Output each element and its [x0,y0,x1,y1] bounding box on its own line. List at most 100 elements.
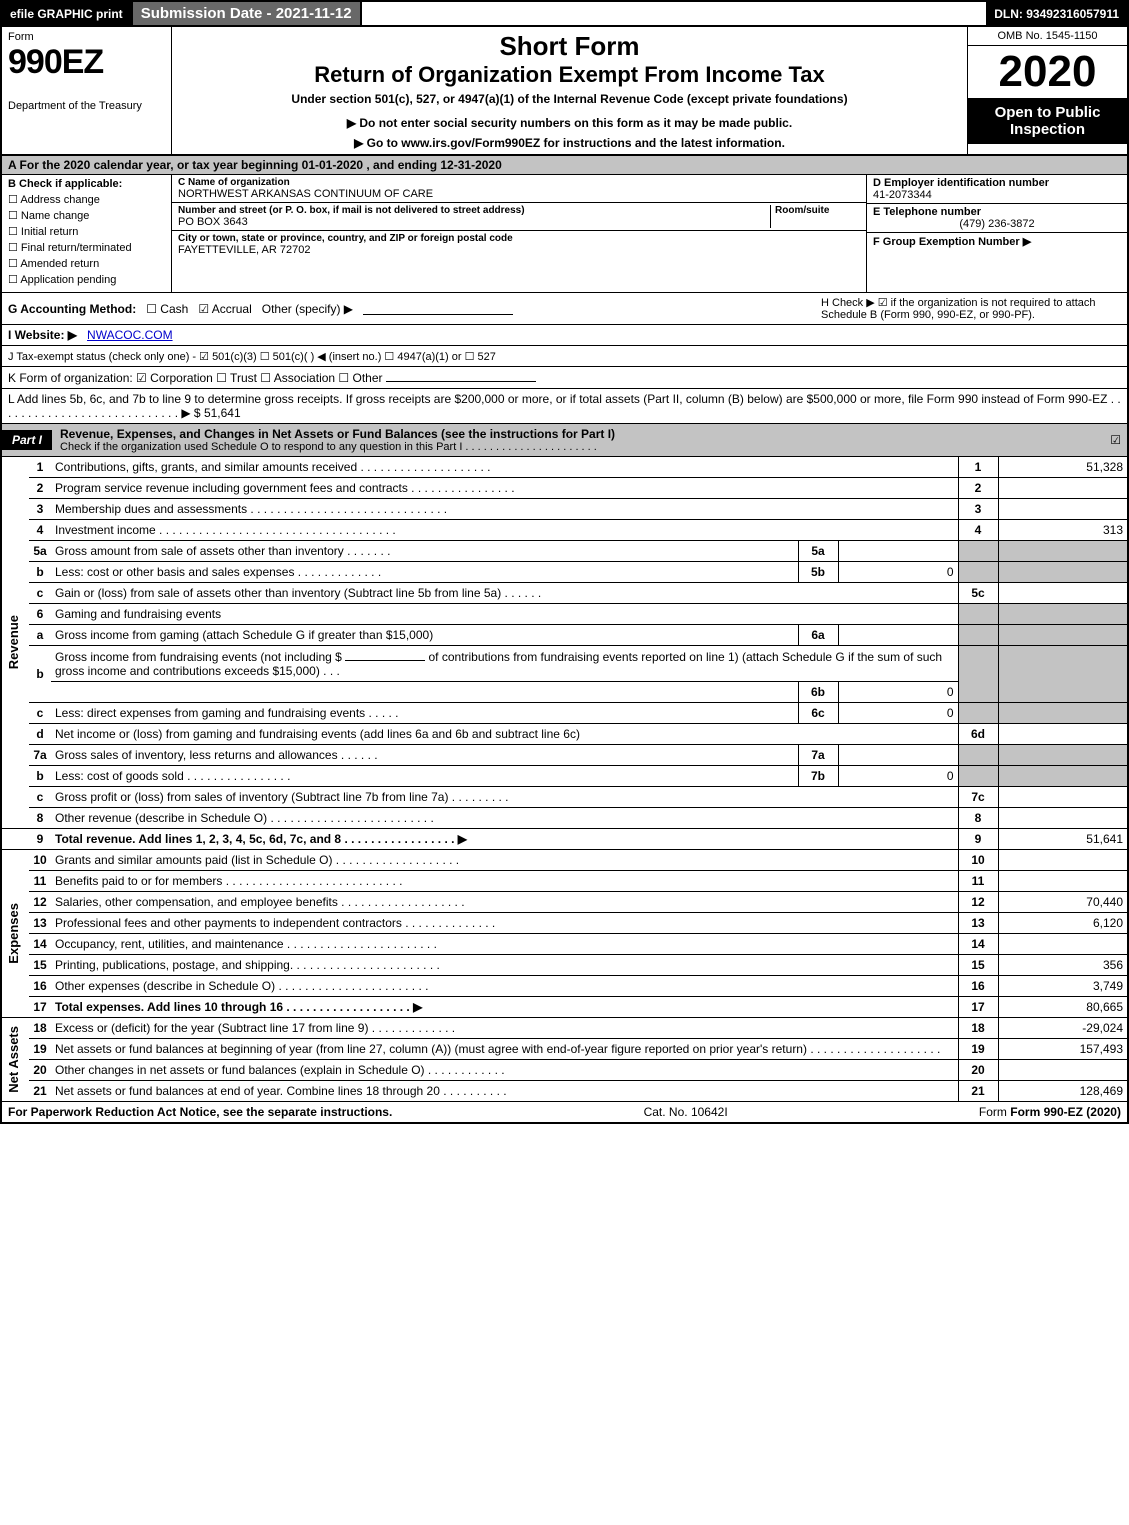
l10-box: 10 [958,850,998,871]
g-other-blank[interactable] [363,303,513,315]
chk-amended-return[interactable]: Amended return [8,257,165,270]
l6b-greyamt [998,646,1128,703]
l2-box: 2 [958,478,998,499]
l6c-ibox: 6c [798,703,838,724]
l17-num: 17 [29,997,51,1018]
l6-greybox [958,604,998,625]
website-link[interactable]: NWACOC.COM [87,328,173,342]
l5b-num: b [29,562,51,583]
l8-amt [998,808,1128,829]
l6d-desc: Net income or (loss) from gaming and fun… [51,724,958,745]
j-text: J Tax-exempt status (check only one) - ☑… [8,351,496,363]
row-i: I Website: ▶ NWACOC.COM [0,325,1129,346]
l9-amt: 51,641 [998,829,1128,850]
l8-desc: Other revenue (describe in Schedule O) .… [51,808,958,829]
l2-desc: Program service revenue including govern… [51,478,958,499]
c-name-label: C Name of organization [178,177,860,188]
l5a-num: 5a [29,541,51,562]
l10-num: 10 [29,850,51,871]
l5c-desc: Gain or (loss) from sale of assets other… [51,583,958,604]
l9-d: Total revenue. Add lines 1, 2, 3, 4, 5c,… [55,832,467,846]
l6a-greybox [958,625,998,646]
g-other[interactable]: Other (specify) ▶ [262,302,353,316]
l12-box: 12 [958,892,998,913]
l6a-desc: Gross income from gaming (attach Schedul… [51,625,798,646]
part-i-title: Revenue, Expenses, and Changes in Net As… [60,427,1110,441]
l7b-greyamt [998,766,1128,787]
l1-box: 1 [958,457,998,478]
l15-num: 15 [29,955,51,976]
l6d-box: 6d [958,724,998,745]
l13-desc: Professional fees and other payments to … [51,913,958,934]
top-bar: efile GRAPHIC print Submission Date - 20… [0,0,1129,27]
l6b-d1: Gross income from fundraising events (no… [55,650,342,664]
section-b: B Check if applicable: Address change Na… [2,175,172,292]
l11-desc: Benefits paid to or for members . . . . … [51,871,958,892]
l2-amt [998,478,1128,499]
org-address: PO BOX 3643 [178,216,770,228]
l6b-iamt: 0 [838,682,958,703]
i-label: I Website: ▶ [8,328,77,342]
part-i-sub: Check if the organization used Schedule … [60,441,597,453]
open-to-public: Open to Public Inspection [968,98,1127,144]
l18-desc: Excess or (deficit) for the year (Subtra… [51,1018,958,1039]
l9-box: 9 [958,829,998,850]
chk-address-change[interactable]: Address change [8,193,165,206]
l7b-greybox [958,766,998,787]
l19-amt: 157,493 [998,1039,1128,1060]
l11-box: 11 [958,871,998,892]
l5c-box: 5c [958,583,998,604]
header-left: Form 990EZ Department of the Treasury [2,27,172,154]
l8-box: 8 [958,808,998,829]
form-word: Form [8,31,165,43]
g-cash[interactable]: Cash [146,302,188,316]
header-center: Short Form Return of Organization Exempt… [172,27,967,154]
l15-desc: Printing, publications, postage, and shi… [51,955,958,976]
chk-application-pending[interactable]: Application pending [8,273,165,286]
goto-link[interactable]: ▶ Go to www.irs.gov/Form990EZ for instru… [182,136,957,150]
row-a-period: A For the 2020 calendar year, or tax yea… [0,156,1129,175]
g-accrual[interactable]: Accrual [198,302,251,316]
l11-amt [998,871,1128,892]
l8-num: 8 [29,808,51,829]
l6a-ibox: 6a [798,625,838,646]
page-footer: For Paperwork Reduction Act Notice, see … [0,1102,1129,1124]
l16-amt: 3,749 [998,976,1128,997]
l15-amt: 356 [998,955,1128,976]
ssn-warning: ▶ Do not enter social security numbers o… [182,116,957,130]
l7c-box: 7c [958,787,998,808]
l6c-iamt: 0 [838,703,958,724]
l5c-num: c [29,583,51,604]
l16-box: 16 [958,976,998,997]
l20-num: 20 [29,1060,51,1081]
info-grid: B Check if applicable: Address change Na… [0,175,1129,293]
l6a-greyamt [998,625,1128,646]
l13-num: 13 [29,913,51,934]
l7a-desc: Gross sales of inventory, less returns a… [51,745,798,766]
l21-box: 21 [958,1081,998,1102]
chk-name-change[interactable]: Name change [8,209,165,222]
section-b-label: B Check if applicable: [8,178,165,190]
l6b-blank[interactable] [345,649,425,661]
chk-final-return[interactable]: Final return/terminated [8,241,165,254]
l6a-num: a [29,625,51,646]
l5b-greybox [958,562,998,583]
l15-box: 15 [958,955,998,976]
c-city-label: City or town, state or province, country… [178,233,860,244]
l21-num: 21 [29,1081,51,1102]
part-i-check[interactable]: ☑ [1110,433,1127,447]
chk-initial-return[interactable]: Initial return [8,225,165,238]
l18-box: 18 [958,1018,998,1039]
part-i-tag: Part I [2,430,52,450]
l6a-iamt [838,625,958,646]
l11-num: 11 [29,871,51,892]
l10-amt [998,850,1128,871]
k-other-blank[interactable] [386,370,536,382]
omb-number: OMB No. 1545-1150 [968,27,1127,46]
l1-amt: 51,328 [998,457,1128,478]
c-addr-label: Number and street (or P. O. box, if mail… [178,205,770,216]
l6b-num: b [29,646,51,703]
form-header: Form 990EZ Department of the Treasury Sh… [0,27,1129,156]
l4-num: 4 [29,520,51,541]
l7c-amt [998,787,1128,808]
